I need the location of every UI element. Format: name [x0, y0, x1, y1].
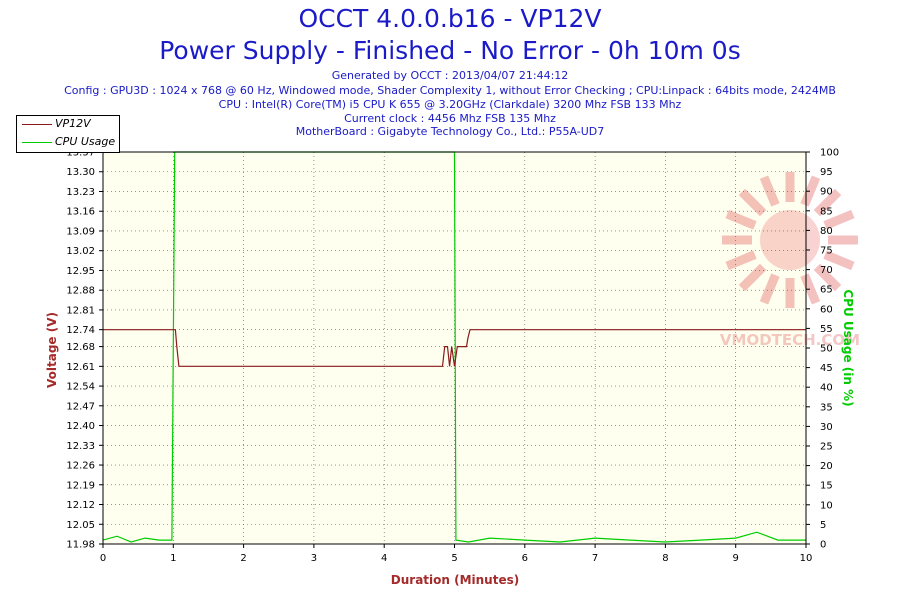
- y2-tick-label: 70: [820, 265, 833, 276]
- watermark-ray: [725, 209, 757, 230]
- y2-tick-label: 30: [820, 422, 833, 433]
- y-axis-title: Voltage (V): [45, 312, 59, 388]
- y2-tick-label: 60: [820, 304, 833, 315]
- legend-label-vp12v: VP12V: [55, 117, 91, 130]
- chart-title: OCCT 4.0.0.b16 - VP12V: [298, 4, 602, 33]
- y2-tick-label: 0: [820, 540, 826, 551]
- legend-item-cpu-usage: CPU Usage: [17, 134, 119, 150]
- y-tick-label: 12.74: [66, 325, 95, 336]
- x-tick-label: 6: [522, 553, 528, 564]
- generated-info: Generated by OCCT : 2013/04/07 21:44:12: [331, 69, 569, 82]
- y-tick-label: 13.30: [66, 167, 95, 178]
- x-tick-label: 7: [592, 553, 598, 564]
- watermark-ray: [823, 250, 855, 271]
- series-line-vp12v: [103, 329, 806, 367]
- y-tick-label: 12.88: [66, 286, 95, 297]
- watermark-core: [760, 210, 820, 270]
- y-tick-label: 12.81: [66, 305, 95, 316]
- x-tick-label: 9: [733, 553, 739, 564]
- x-axis-title: Duration (Minutes): [390, 573, 520, 587]
- watermark-text: VMODTECH.COM: [720, 331, 860, 349]
- y-tick-label: 12.95: [66, 266, 95, 277]
- plot-border: [102, 151, 807, 545]
- x-tick-label: 0: [100, 553, 106, 564]
- config-info: Config : GPU3D : 1024 x 768 @ 60 Hz, Win…: [64, 84, 836, 97]
- chart-subtitle: Power Supply - Finished - No Error - 0h …: [159, 36, 741, 65]
- y2-tick-label: 85: [820, 206, 833, 217]
- y2-tick-label: 50: [820, 344, 833, 355]
- y2-axis-title: CPU Usage (in %): [841, 289, 855, 407]
- y-tick-label: 12.05: [66, 520, 95, 531]
- y-tick-label: 13.23: [66, 187, 95, 198]
- cpu-info: CPU : Intel(R) Core(TM) i5 CPU K 655 @ 3…: [218, 98, 682, 111]
- watermark-ray: [759, 273, 780, 305]
- watermark-ray: [738, 188, 767, 217]
- y2-tick-label: 20: [820, 461, 833, 472]
- y2-tick-label: 35: [820, 402, 833, 413]
- y-tick-label: 12.61: [66, 362, 95, 373]
- y-tick-label: 12.19: [66, 480, 95, 491]
- y2-tick-label: 90: [820, 187, 833, 198]
- x-tick-label: 2: [240, 553, 246, 564]
- x-tick-label: 1: [170, 553, 176, 564]
- watermark-ray: [813, 188, 842, 217]
- y2-tick-label: 55: [820, 324, 833, 335]
- legend-swatch-cpu-usage: [22, 142, 52, 143]
- y2-tick-label: 100: [820, 148, 839, 159]
- y-tick-label: 12.26: [66, 461, 95, 472]
- x-tick-label: 3: [311, 553, 317, 564]
- y2-tick-label: 5: [820, 520, 826, 531]
- legend-swatch-vp12v: [22, 124, 52, 125]
- x-tick-label: 8: [662, 553, 668, 564]
- watermark-ray: [759, 175, 780, 207]
- y-tick-label: 13.16: [66, 207, 95, 218]
- y-tick-label: 12.54: [66, 382, 95, 393]
- x-tick-label: 10: [800, 553, 813, 564]
- clock-info: Current clock : 4456 Mhz FSB 135 Mhz: [344, 112, 556, 125]
- y2-tick-label: 40: [820, 383, 833, 394]
- y2-tick-label: 80: [820, 226, 833, 237]
- y2-tick-label: 25: [820, 442, 833, 453]
- x-tick-label: 4: [381, 553, 387, 564]
- y-tick-label: 13.02: [66, 246, 95, 257]
- y-tick-label: 11.98: [66, 540, 95, 551]
- y-tick-label: 12.40: [66, 421, 95, 432]
- watermark-ray: [823, 209, 855, 230]
- motherboard-info: MotherBoard : Gigabyte Technology Co., L…: [295, 125, 605, 138]
- y-tick-label: 12.33: [66, 441, 95, 452]
- y2-tick-label: 75: [820, 246, 833, 257]
- x-tick-label: 5: [451, 553, 457, 564]
- watermark-ray: [725, 250, 757, 271]
- y2-tick-label: 65: [820, 285, 833, 296]
- legend-item-vp12v: VP12V: [17, 116, 119, 132]
- y-tick-label: 12.12: [66, 500, 95, 511]
- y-tick-label: 12.68: [66, 342, 95, 353]
- y-tick-label: 12.47: [66, 401, 95, 412]
- y2-tick-label: 10: [820, 500, 833, 511]
- legend: VP12V CPU Usage: [16, 115, 120, 153]
- y-tick-label: 13.09: [66, 226, 95, 237]
- y-tick-label: 13.37: [66, 148, 95, 159]
- legend-label-cpu-usage: CPU Usage: [55, 135, 116, 148]
- y2-tick-label: 45: [820, 363, 833, 374]
- watermark-ray: [813, 263, 842, 292]
- axis-ticks: 0 1 2 3 4 5 6 7 8 9 1011.9812.0512.1212.1912.2612.…: [66, 148, 839, 565]
- y2-tick-label: 15: [820, 481, 833, 492]
- y2-tick-label: 95: [820, 167, 833, 178]
